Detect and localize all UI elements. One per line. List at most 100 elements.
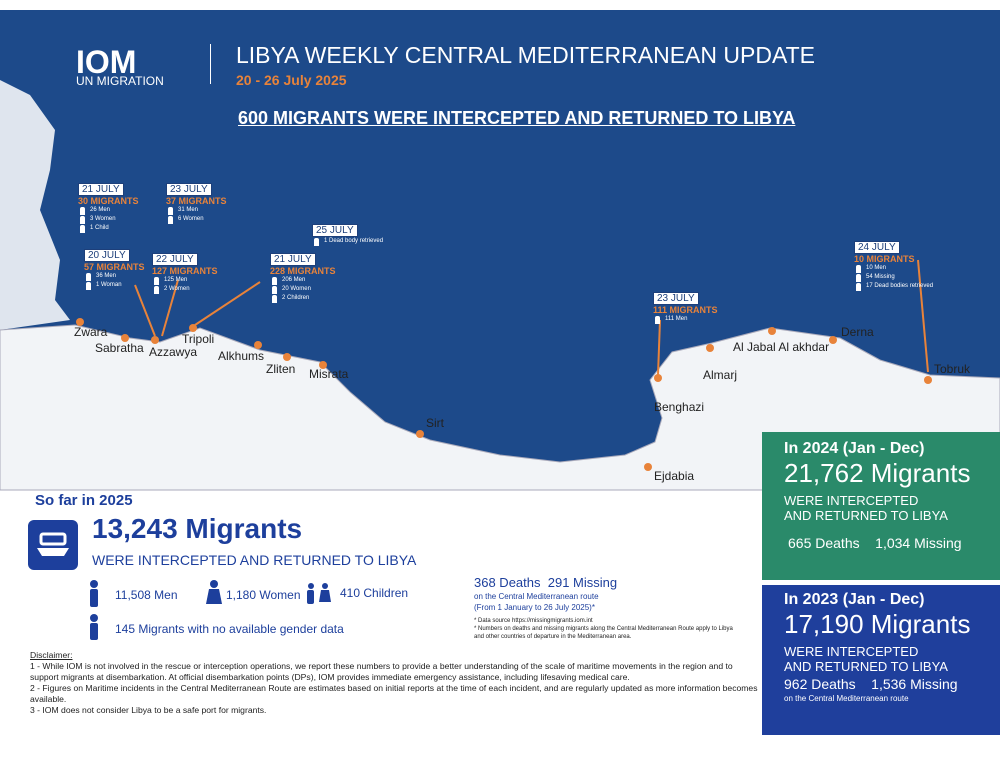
box-stats: 665 Deaths 1,034 Missing	[788, 535, 1000, 551]
box-line: WERE INTERCEPTED	[784, 493, 919, 508]
disclaimer-item: 1 - While IOM is not involved in the res…	[30, 661, 733, 682]
disclaimer-item: 3 - IOM does not consider Libya to be a …	[30, 705, 267, 715]
summary-subtitle: WERE INTERCEPTED AND RETURNED TO LIBYA	[92, 552, 417, 568]
city-label: Al Jabal Al akhdar	[733, 340, 830, 354]
box-total: 21,762 Migrants	[784, 458, 971, 488]
box-title: In 2024 (Jan - Dec)	[784, 440, 925, 457]
event-total: 30 MIGRANTS	[78, 196, 139, 206]
event-date-row: 23 JULY	[653, 292, 718, 305]
event-date: 20 JULY	[84, 249, 130, 262]
event: 21 JULY 228 MIGRANTS 206 Men 20 Women 2 Chil…	[270, 253, 336, 303]
event-date: 23 JULY	[166, 183, 212, 196]
city-label: Derna	[841, 325, 874, 339]
event-date-row: 24 JULY	[854, 241, 933, 254]
event: 22 JULY 127 MIGRANTS 125 Men 2 Women	[152, 253, 218, 294]
city-label: Sirt	[426, 416, 444, 430]
box-line: AND RETURNED TO LIBYA	[784, 508, 948, 523]
dates: 20 - 26 July 2025	[236, 72, 347, 88]
event-detail: 20 Women	[270, 285, 336, 294]
event-detail: 206 Men	[270, 276, 336, 285]
event-detail: 1 Dead body retrieved	[312, 237, 383, 246]
unknown-gender: 145 Migrants with no available gender da…	[115, 622, 344, 636]
children: 410 Children	[340, 586, 409, 600]
missing: 291 Missing	[547, 575, 618, 590]
land-north	[0, 80, 70, 330]
logo-sub: UN MIGRATION	[76, 74, 164, 88]
event-total: 127 MIGRANTS	[152, 266, 218, 276]
event-date-row: 22 JULY	[152, 253, 218, 266]
event-date: 22 JULY	[152, 253, 198, 266]
event: 21 JULY 30 MIGRANTS 26 Men 3 Women 1 Child	[78, 183, 139, 233]
event-total: 57 MIGRANTS	[84, 262, 145, 272]
city-label: Sabratha	[95, 341, 144, 355]
event-detail: 54 Missing	[854, 273, 933, 282]
event-date-row: 23 JULY	[166, 183, 227, 196]
city-label: Tripoli	[182, 332, 215, 346]
city-label: Azzawya	[149, 345, 198, 359]
deaths-missing: 368 Deaths 291 Missing	[474, 575, 617, 590]
box-line: WERE INTERCEPTED	[784, 644, 919, 659]
event: 24 JULY 10 MIGRANTS 10 Men 54 Missing 17 Dea…	[854, 241, 933, 291]
event-detail: 1 Woman	[84, 281, 145, 290]
event-total: 10 MIGRANTS	[854, 254, 915, 264]
deaths: 368 Deaths	[474, 575, 541, 590]
event: 20 JULY 57 MIGRANTS 36 Men 1 Woman	[84, 249, 145, 290]
title: LIBYA WEEKLY CENTRAL MEDITERRANEAN UPDAT…	[236, 42, 815, 68]
city-label: Benghazi	[654, 400, 705, 414]
event-detail: 10 Men	[854, 264, 933, 273]
men: 11,508 Men	[115, 588, 178, 602]
event-detail: 111 Men	[653, 315, 718, 324]
summary-title: So far in 2025	[35, 492, 133, 509]
logo: IOM	[76, 44, 137, 80]
event-detail: 3 Women	[78, 215, 139, 224]
city-dots	[76, 318, 932, 471]
map	[0, 10, 1000, 491]
headline: 600 MIGRANTS WERE INTERCEPTED AND RETURN…	[238, 108, 796, 128]
box-total: 17,190 Migrants	[784, 609, 971, 639]
box-title: In 2023 (Jan - Dec)	[784, 591, 925, 608]
event-detail: 17 Dead bodies retrieved	[854, 282, 933, 291]
notes: * Data source https://missingmigrants.io…	[474, 617, 744, 641]
city-label: Misrata	[309, 367, 349, 381]
event-detail: 125 Men	[152, 276, 218, 285]
deaths: 962 Deaths	[784, 676, 856, 692]
note: * Data source https://missingmigrants.io…	[474, 618, 593, 624]
city-label: Tobruk	[934, 362, 971, 376]
event: 25 JULY 1 Dead body retrieved	[312, 224, 383, 246]
event-total: 37 MIGRANTS	[166, 196, 227, 206]
event-detail: 2 Children	[270, 294, 336, 303]
event-date: 21 JULY	[270, 253, 316, 266]
event-total: 228 MIGRANTS	[270, 266, 336, 276]
event-date-row: 20 JULY	[84, 249, 145, 262]
deaths: 665 Deaths	[788, 535, 860, 551]
missing: 1,034 Missing	[875, 535, 962, 551]
disclaimer: Disclaimer: 1 - While IOM is not involve…	[30, 650, 760, 716]
person-icons	[90, 580, 331, 640]
route: on the Central Mediterranean route	[474, 592, 599, 601]
box-stats: 962 Deaths 1,536 Missing	[784, 676, 1000, 692]
event-date-row: 21 JULY	[78, 183, 139, 196]
box-line: AND RETURNED TO LIBYA	[784, 659, 948, 674]
city-label: Ejdabia	[654, 469, 695, 483]
event-total: 111 MIGRANTS	[653, 305, 718, 315]
event-detail: 2 Women	[152, 285, 218, 294]
city-label: Zwara	[74, 325, 108, 339]
divider	[210, 44, 211, 84]
event-date: 25 JULY	[312, 224, 358, 237]
city-label: Almarj	[703, 368, 738, 382]
note: * Numbers on deaths and missing migrants…	[474, 626, 733, 640]
event-date: 24 JULY	[854, 241, 900, 254]
box-2024: In 2024 (Jan - Dec) 21,762 Migrants WERE…	[762, 432, 1000, 580]
event-date-row: 25 JULY	[312, 224, 358, 237]
event: 23 JULY 37 MIGRANTS 31 Men 6 Women	[166, 183, 227, 224]
period: (From 1 January to 26 July 2025)*	[474, 603, 595, 612]
disclaimer-item: 2 - Figures on Maritime incidents in the…	[30, 683, 758, 704]
arrows	[134, 259, 929, 376]
event-date: 23 JULY	[653, 292, 699, 305]
city-label: Alkhums	[218, 349, 265, 363]
disclaimer-title: Disclaimer:	[30, 650, 73, 660]
boat-glyph	[37, 532, 69, 556]
city-label: Zliten	[266, 362, 296, 376]
women: 1,180 Women	[226, 588, 301, 602]
